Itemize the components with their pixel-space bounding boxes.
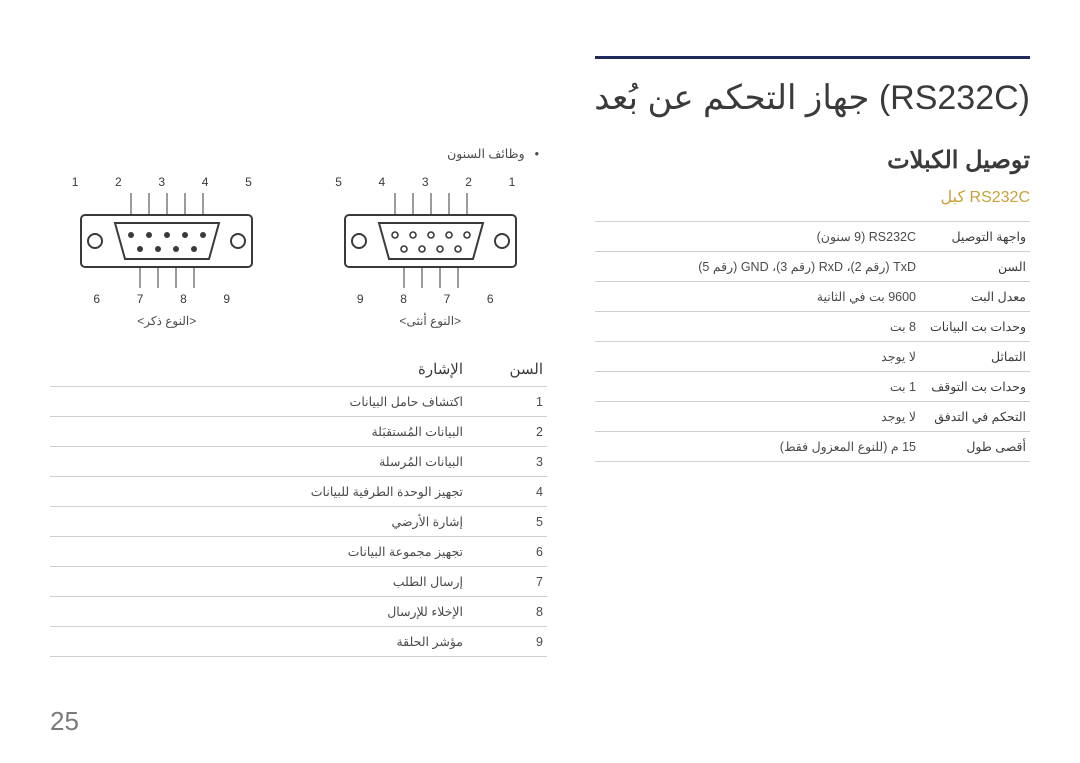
pin-signal: اكتشاف حامل البيانات <box>50 387 467 417</box>
subtitle: توصيل الكبلات <box>595 146 1030 175</box>
female-top-labels: 5 4 3 2 1 <box>335 175 525 189</box>
table-row: معدل البت9600 بت في الثانية <box>595 282 1030 312</box>
pin-number: 8 <box>467 597 547 627</box>
table-row: أقصى طول15 م (للنوع المعزول فقط) <box>595 432 1030 462</box>
table-row: وحدات بت البيانات8 بت <box>595 312 1030 342</box>
spec-label: التحكم في التدفق <box>920 402 1030 432</box>
table-row: 9مؤشر الحلقة <box>50 627 547 657</box>
table-row: 7إرسال الطلب <box>50 567 547 597</box>
spec-label: واجهة التوصيل <box>920 222 1030 252</box>
pin-header-signal: الإشارة <box>50 352 467 387</box>
spec-label: وحدات بت البيانات <box>920 312 1030 342</box>
male-bottom-labels: 6 7 8 9 <box>93 292 240 306</box>
spec-label: أقصى طول <box>920 432 1030 462</box>
spec-value: 9600 بت في الثانية <box>595 282 920 312</box>
spec-value: 15 م (للنوع المعزول فقط) <box>595 432 920 462</box>
table-row: السنTxD (رقم 2)، RxD (رقم 3)، GND (رقم 5… <box>595 252 1030 282</box>
right-column: توصيل الكبلات كبل RS232C واجهة التوصيلRS… <box>595 146 1030 657</box>
pin-number: 3 <box>467 447 547 477</box>
spec-label: وحدات بت التوقف <box>920 372 1030 402</box>
spec-value: 1 بت <box>595 372 920 402</box>
left-column: وظائف السنون 1 2 3 4 5 <box>50 146 547 657</box>
male-caption: <النوع ذكر> <box>137 314 196 328</box>
male-top-labels: 1 2 3 4 5 <box>72 175 262 189</box>
table-row: 6تجهيز مجموعة البيانات <box>50 537 547 567</box>
table-row: 2البيانات المُستقبَلة <box>50 417 547 447</box>
table-row: 4تجهيز الوحدة الطرفية للبيانات <box>50 477 547 507</box>
spec-value: لا يوجد <box>595 342 920 372</box>
pin-signal: إشارة الأرضي <box>50 507 467 537</box>
db9-male-icon <box>79 193 254 288</box>
db9-female-icon <box>343 193 518 288</box>
pin-number: 2 <box>467 417 547 447</box>
table-row: 5إشارة الأرضي <box>50 507 547 537</box>
pin-signal: تجهيز الوحدة الطرفية للبيانات <box>50 477 467 507</box>
pin-signal: إرسال الطلب <box>50 567 467 597</box>
pin-number: 9 <box>467 627 547 657</box>
connector-male: 1 2 3 4 5 <box>72 175 262 328</box>
pin-signal: البيانات المُرسلة <box>50 447 467 477</box>
spec-table: واجهة التوصيلRS232C (9 سنون)السنTxD (رقم… <box>595 221 1030 462</box>
pin-signal: مؤشر الحلقة <box>50 627 467 657</box>
female-caption: <النوع أنثى> <box>399 314 461 328</box>
spec-value: RS232C (9 سنون) <box>595 222 920 252</box>
header-rule <box>595 56 1030 59</box>
connectors-row: 1 2 3 4 5 <box>50 175 547 328</box>
page-number: 25 <box>50 706 79 737</box>
pin-number: 7 <box>467 567 547 597</box>
spec-label: التماثل <box>920 342 1030 372</box>
pin-header-num: السن <box>467 352 547 387</box>
pin-number: 4 <box>467 477 547 507</box>
female-bottom-labels: 9 8 7 6 <box>357 292 504 306</box>
pin-number: 5 <box>467 507 547 537</box>
pin-table: السن الإشارة 1اكتشاف حامل البيانات2البيا… <box>50 352 547 657</box>
content-wrap: وظائف السنون 1 2 3 4 5 <box>50 146 1030 657</box>
page-title: جهاز التحكم عن بُعد (RS232C) <box>50 78 1030 118</box>
cable-heading: كبل RS232C <box>595 187 1030 207</box>
pin-signal: البيانات المُستقبَلة <box>50 417 467 447</box>
table-row: 3البيانات المُرسلة <box>50 447 547 477</box>
pin-signal: الإخلاء للإرسال <box>50 597 467 627</box>
table-row: واجهة التوصيلRS232C (9 سنون) <box>595 222 1030 252</box>
spec-label: السن <box>920 252 1030 282</box>
spec-value: TxD (رقم 2)، RxD (رقم 3)، GND (رقم 5) <box>595 252 920 282</box>
connector-female: 5 4 3 2 1 <box>335 175 525 328</box>
spec-value: لا يوجد <box>595 402 920 432</box>
table-row: التحكم في التدفقلا يوجد <box>595 402 1030 432</box>
table-row: 1اكتشاف حامل البيانات <box>50 387 547 417</box>
table-row: التماثللا يوجد <box>595 342 1030 372</box>
pin-number: 1 <box>467 387 547 417</box>
spec-value: 8 بت <box>595 312 920 342</box>
pin-functions-bullet: وظائف السنون <box>50 146 547 161</box>
spec-label: معدل البت <box>920 282 1030 312</box>
table-row: وحدات بت التوقف1 بت <box>595 372 1030 402</box>
pin-signal: تجهيز مجموعة البيانات <box>50 537 467 567</box>
table-row: 8الإخلاء للإرسال <box>50 597 547 627</box>
pin-number: 6 <box>467 537 547 567</box>
